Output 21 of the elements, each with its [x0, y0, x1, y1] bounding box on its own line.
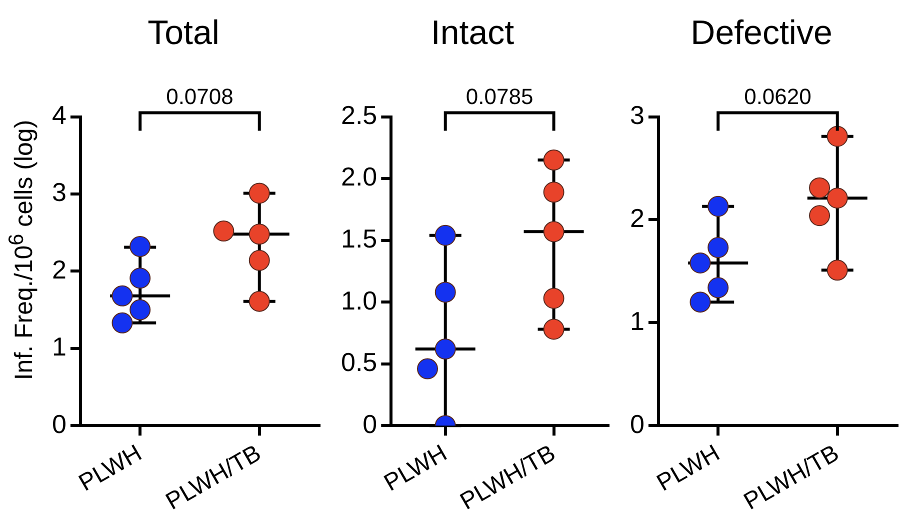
chart-title: Defective: [690, 14, 832, 52]
y-tick-label: 2.0: [340, 162, 378, 192]
y-tick-label: 1.5: [340, 223, 378, 254]
y-tick-label: 2.5: [340, 100, 378, 130]
y-tick-label: 0: [52, 408, 66, 439]
y-tick-label: 0: [630, 408, 644, 439]
y-tick-label: 4: [52, 100, 66, 130]
y-tick-label: 3: [52, 177, 66, 208]
y-tick-label: 1.0: [340, 285, 378, 316]
chart-title: Total: [148, 14, 220, 52]
text: 0.0785: [466, 84, 534, 109]
y-tick-label: 2: [52, 254, 66, 284]
y-tick-label: 1: [52, 332, 66, 362]
y-tick-label: 0.5: [340, 347, 378, 378]
y-tick-label: 3: [630, 100, 644, 130]
y-tick-label: 1: [630, 306, 644, 336]
y-tick-label: 0: [362, 408, 378, 439]
y-tick-label: 2: [630, 202, 644, 233]
text: 0.0620: [744, 84, 812, 109]
text: 0.0708: [166, 84, 234, 109]
chart-title: Intact: [430, 14, 515, 52]
